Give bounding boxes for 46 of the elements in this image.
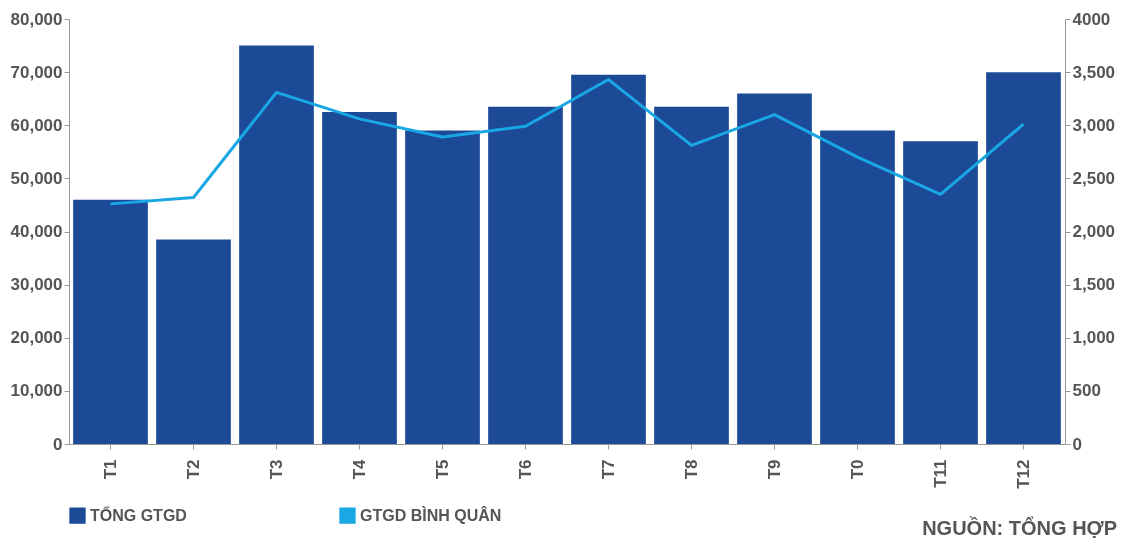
x-tick-label: T12 <box>1013 459 1033 489</box>
y-tick-label: 50,000 <box>10 168 63 188</box>
x-tick-label: T7 <box>598 459 618 480</box>
x-tick-label: T9 <box>764 459 784 480</box>
bar <box>405 130 480 444</box>
legend-label: GTGD BÌNH QUÂN <box>360 505 502 524</box>
x-tick-label: T4 <box>349 458 369 480</box>
bar <box>737 93 812 444</box>
line-series <box>109 78 1025 206</box>
y-tick-label: 30,000 <box>10 275 63 295</box>
x-tick-label: T2 <box>183 459 203 480</box>
y2-tick-label: 1,000 <box>1072 328 1116 348</box>
y-tick-label: 0 <box>53 434 63 454</box>
x-tick-label: T11 <box>930 459 950 488</box>
x-tick-label: T5 <box>432 459 452 480</box>
y2-tick-label: 0 <box>1072 434 1082 454</box>
bar <box>239 45 314 444</box>
y-tick-label: 40,000 <box>10 222 63 241</box>
y2-tick-label: 3,000 <box>1072 115 1116 135</box>
y2-tick-label: 500 <box>1072 381 1101 401</box>
y-tick-label: 60,000 <box>10 115 63 135</box>
bar <box>654 106 729 444</box>
legend-label: TỔNG GTGD <box>90 505 187 524</box>
y2-tick-label: 1,500 <box>1072 275 1116 295</box>
y2-tick-label: 2,000 <box>1072 222 1116 241</box>
x-tick-label: T0 <box>847 459 867 480</box>
x-tick-label: T3 <box>266 459 286 480</box>
y2-tick-label: 4000 <box>1072 9 1111 29</box>
text: NGUỒN: TỔNG HỢP <box>922 517 1117 540</box>
bar <box>903 141 978 444</box>
x-tick-label: T1 <box>100 459 120 480</box>
y2-tick-label: 3,500 <box>1072 62 1116 82</box>
x-tick-label: T6 <box>515 459 535 480</box>
y2-tick-label: 2,500 <box>1072 168 1116 188</box>
y-tick-label: 80,000 <box>10 9 63 29</box>
y-tick-label: 20,000 <box>10 328 63 348</box>
bar <box>820 130 895 444</box>
bar <box>571 74 646 444</box>
bar <box>488 106 563 444</box>
y-tick-label: 70,000 <box>10 62 63 82</box>
bar <box>986 72 1061 444</box>
bar <box>156 239 231 444</box>
y-tick-label: 10,000 <box>10 381 63 401</box>
bar <box>322 111 397 444</box>
x-tick-label: T8 <box>681 459 701 480</box>
bar <box>73 199 148 444</box>
